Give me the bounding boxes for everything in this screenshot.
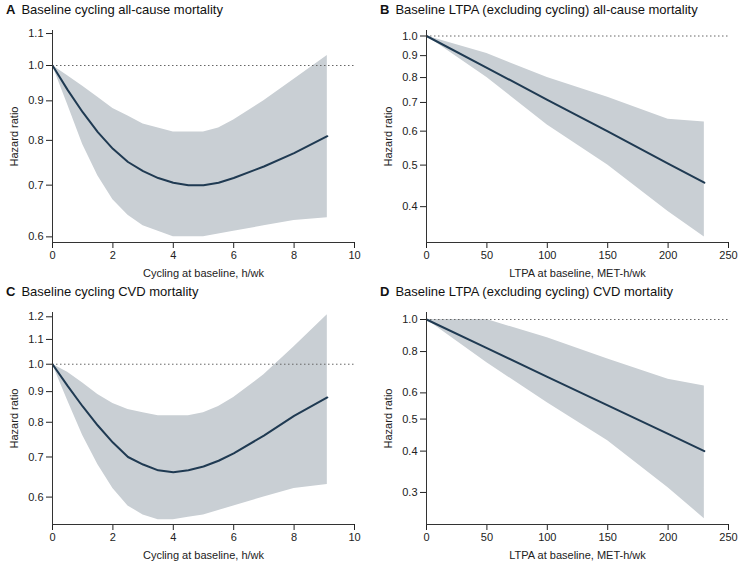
svg-text:10: 10 <box>348 531 360 543</box>
svg-text:1.0: 1.0 <box>402 313 417 325</box>
svg-text:0.8: 0.8 <box>402 71 417 83</box>
svg-text:0.8: 0.8 <box>402 345 417 357</box>
svg-text:0.9: 0.9 <box>28 385 43 397</box>
svg-text:4: 4 <box>170 531 176 543</box>
svg-text:250: 250 <box>719 249 737 261</box>
svg-text:0.7: 0.7 <box>28 451 43 463</box>
svg-text:0: 0 <box>49 249 55 261</box>
svg-text:0.5: 0.5 <box>402 159 417 171</box>
svg-text:50: 50 <box>481 249 493 261</box>
svg-text:Cycling at baseline, h/wk: Cycling at baseline, h/wk <box>143 267 265 279</box>
svg-text:0.7: 0.7 <box>28 179 43 191</box>
svg-text:8: 8 <box>291 531 297 543</box>
svg-text:200: 200 <box>659 531 677 543</box>
svg-text:8: 8 <box>291 249 297 261</box>
svg-text:0.7: 0.7 <box>402 96 417 108</box>
svg-text:0.6: 0.6 <box>28 491 43 503</box>
svg-text:0.8: 0.8 <box>28 416 43 428</box>
svg-text:0.4: 0.4 <box>402 445 417 457</box>
svg-text:2: 2 <box>110 249 116 261</box>
svg-text:1.0: 1.0 <box>28 59 43 71</box>
html-text:A Baseline cycling all-cause m: A Baseline cycling all-cause mortality <box>6 2 223 17</box>
svg-text:100: 100 <box>538 531 556 543</box>
svg-text:1.2: 1.2 <box>28 310 43 322</box>
svg-text:200: 200 <box>659 249 677 261</box>
svg-text:Cycling at baseline, h/wk: Cycling at baseline, h/wk <box>143 549 265 561</box>
svg-text:0.4: 0.4 <box>402 200 417 212</box>
svg-text:50: 50 <box>481 531 493 543</box>
svg-text:Hazard ratio: Hazard ratio <box>382 389 394 449</box>
html-text:B Baseline LTPA (excluding cyc: B Baseline LTPA (excluding cycling) all-… <box>380 2 698 17</box>
svg-text:1.0: 1.0 <box>402 30 417 42</box>
html-text:D Baseline LTPA (excluding cyc: D Baseline LTPA (excluding cycling) CVD … <box>380 284 674 299</box>
svg-text:0.9: 0.9 <box>402 49 417 61</box>
svg-text:LTPA at baseline, MET-h/wk: LTPA at baseline, MET-h/wk <box>509 549 646 561</box>
svg-text:10: 10 <box>348 249 360 261</box>
svg-text:0: 0 <box>49 531 55 543</box>
svg-text:0.6: 0.6 <box>402 386 417 398</box>
svg-text:6: 6 <box>231 531 237 543</box>
svg-text:250: 250 <box>719 531 737 543</box>
svg-text:100: 100 <box>538 249 556 261</box>
svg-text:0.3: 0.3 <box>402 486 417 498</box>
svg-text:2: 2 <box>110 531 116 543</box>
svg-text:4: 4 <box>170 249 176 261</box>
svg-text:0: 0 <box>423 531 429 543</box>
svg-text:Hazard ratio: Hazard ratio <box>8 389 20 449</box>
svg-text:150: 150 <box>599 249 617 261</box>
svg-text:150: 150 <box>599 531 617 543</box>
svg-text:0.6: 0.6 <box>402 125 417 137</box>
svg-text:1.1: 1.1 <box>28 333 43 345</box>
svg-text:1.1: 1.1 <box>28 27 43 39</box>
svg-text:LTPA at baseline, MET-h/wk: LTPA at baseline, MET-h/wk <box>509 267 646 279</box>
svg-text:0: 0 <box>423 249 429 261</box>
svg-text:0.6: 0.6 <box>28 230 43 242</box>
svg-text:1.0: 1.0 <box>28 358 43 370</box>
svg-text:Hazard ratio: Hazard ratio <box>382 107 394 167</box>
svg-text:0.8: 0.8 <box>28 134 43 146</box>
svg-text:Hazard ratio: Hazard ratio <box>8 107 20 167</box>
svg-text:0.9: 0.9 <box>28 94 43 106</box>
html-text:C Baseline cycling CVD mortali: C Baseline cycling CVD mortality <box>6 284 199 299</box>
svg-text:6: 6 <box>231 249 237 261</box>
svg-text:0.5: 0.5 <box>402 413 417 425</box>
